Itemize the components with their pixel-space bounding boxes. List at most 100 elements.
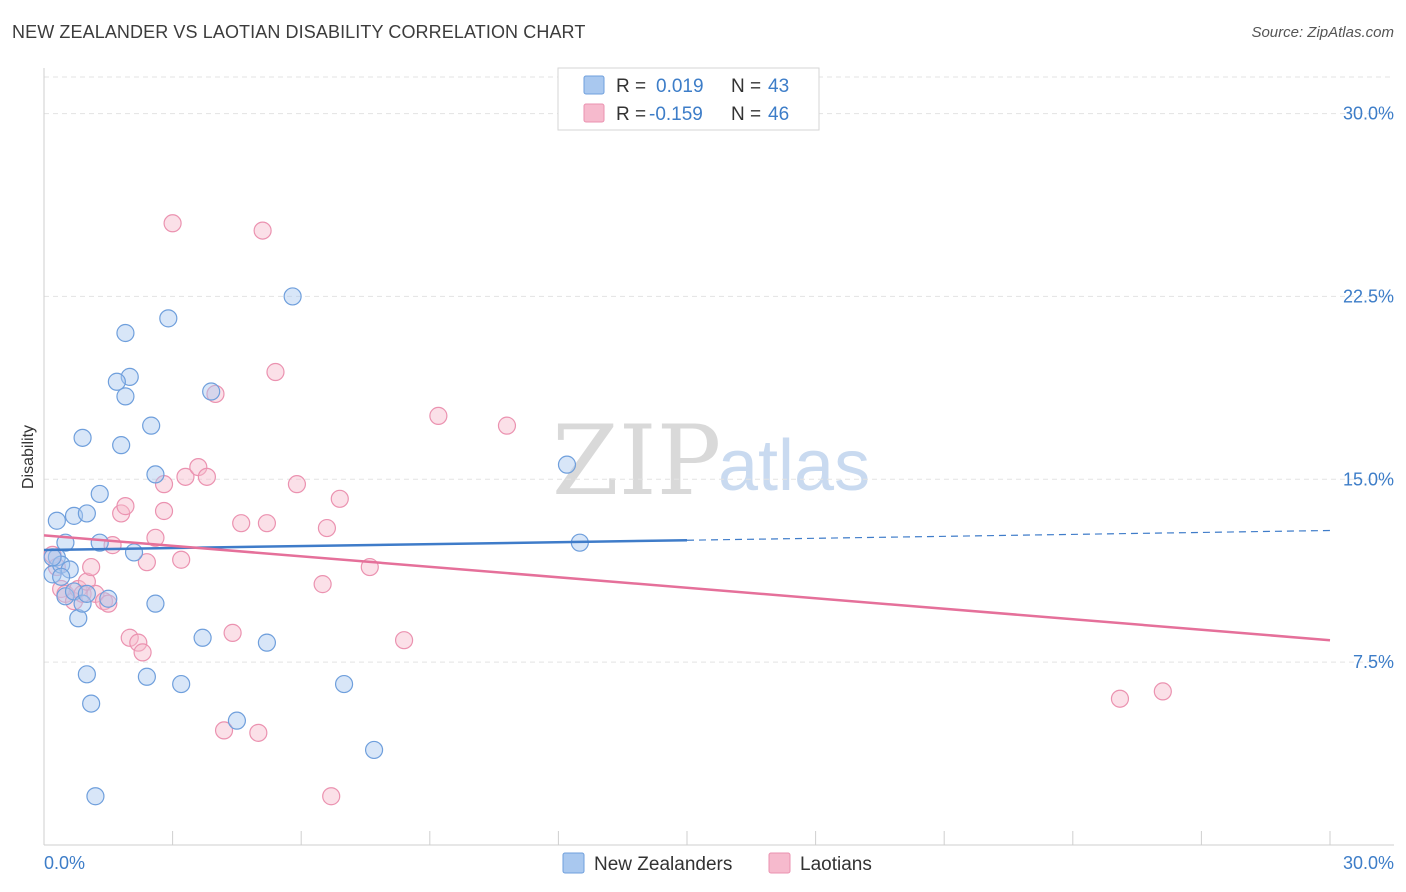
- new-zealanders-point-10: [86, 787, 105, 806]
- y-tick-label-0: 7.5%: [1353, 652, 1394, 672]
- laotians-point-16: [129, 633, 148, 652]
- axes: [43, 68, 1394, 846]
- new-zealanders-point-32: [283, 287, 302, 306]
- y-tick-labels: 7.5% 15.0% 22.5% 30.0%: [1343, 104, 1394, 673]
- new-zealanders-point-37: [47, 511, 66, 530]
- new-zealanders-point-21: [142, 416, 161, 435]
- stats-legend: R = 0.019 N = 43 R = -0.159 N = 46: [557, 67, 820, 131]
- new-zealanders-point-39: [99, 589, 118, 608]
- series-legend-label-blue: New Zealanders: [594, 854, 732, 875]
- laotians-point-11: [99, 594, 118, 613]
- legend-n-label-2: N =: [731, 104, 761, 125]
- laotians-point-45: [1153, 682, 1172, 701]
- new-zealanders-point-23: [202, 382, 221, 401]
- laotians-point-18: [137, 553, 156, 572]
- new-zealanders-point-24: [124, 543, 144, 562]
- new-zealanders-point-22: [159, 309, 178, 328]
- y-axis-title: Disability: [20, 425, 37, 489]
- laotians-point-42: [429, 406, 448, 425]
- new-zealanders-point-40: [43, 548, 62, 567]
- legend-r-label-2: R =: [616, 104, 646, 125]
- x-tick-label-min: 0.0%: [44, 853, 85, 873]
- new-zealanders-point-26: [146, 594, 165, 613]
- x-ticks: [43, 831, 1331, 845]
- new-zealanders-point-42: [52, 567, 71, 586]
- y-tick-label-1: 15.0%: [1343, 469, 1394, 489]
- new-zealanders-point-30: [227, 711, 246, 730]
- gridlines: [44, 76, 1394, 663]
- legend-r-label-1: R =: [616, 76, 646, 97]
- new-zealanders-point-34: [364, 740, 384, 760]
- laotians-point-33: [266, 362, 285, 382]
- laotians-point-31: [249, 723, 268, 742]
- laotians-point-29: [223, 623, 242, 642]
- watermark-zip: ZIP: [552, 405, 721, 517]
- laotians-point-26: [197, 467, 216, 486]
- laotians-point-22: [163, 214, 182, 233]
- laotians-point-20: [154, 501, 174, 521]
- laotians-point-35: [287, 475, 307, 494]
- legend-n-value-1: 43: [768, 76, 789, 97]
- new-zealanders-point-25: [146, 465, 165, 484]
- chart-title: NEW ZEALANDER VS LAOTIAN DISABILITY CORR…: [12, 22, 586, 42]
- laotians-point-37: [317, 518, 337, 538]
- watermark-atlas: atlas: [718, 426, 870, 506]
- new-zealanders-point-20: [116, 323, 135, 343]
- new-zealanders-point-31: [257, 633, 277, 652]
- source-label: Source: ZipAtlas.com: [1251, 24, 1394, 41]
- laotians-point-15: [120, 628, 139, 647]
- new-zealanders-trend-extension: [686, 529, 1331, 541]
- new-zealanders-point-6: [69, 609, 88, 628]
- laotians-point-23: [172, 550, 191, 569]
- new-zealanders-point-13: [77, 504, 96, 523]
- new-zealanders-point-41: [77, 584, 96, 603]
- laotians-point-14: [116, 497, 135, 516]
- new-zealanders-point-3: [56, 587, 75, 606]
- new-zealanders-point-35: [557, 455, 577, 474]
- new-zealanders-point-9: [82, 694, 101, 713]
- new-zealanders-point-18: [107, 372, 126, 391]
- new-zealanders-point-27: [137, 667, 156, 686]
- y-tick-label-3: 30.0%: [1343, 104, 1394, 124]
- new-zealanders-points: [43, 287, 589, 806]
- laotians-point-28: [214, 721, 234, 740]
- new-zealanders-point-15: [73, 428, 92, 447]
- laotians-point-41: [394, 631, 414, 650]
- new-zealanders-point-33: [334, 674, 354, 694]
- laotians-point-38: [330, 489, 349, 508]
- new-zealanders-point-29: [193, 628, 212, 647]
- x-tick-label-max: 30.0%: [1343, 853, 1394, 873]
- laotians-point-30: [232, 514, 251, 533]
- legend-swatch-blue: [583, 75, 605, 95]
- series-legend-label-pink: Laotians: [800, 854, 872, 875]
- y-tick-label-2: 22.5%: [1343, 286, 1394, 306]
- new-zealanders-point-7: [73, 594, 92, 613]
- legend-swatch-pink: [583, 103, 605, 123]
- new-zealanders-point-8: [77, 665, 96, 684]
- legend-r-value-1: 0.019: [656, 76, 704, 97]
- legend-r-value-2: -0.159: [649, 104, 703, 125]
- watermark: ZIP atlas: [552, 405, 870, 517]
- laotians-point-24: [176, 467, 195, 486]
- series-legend: New Zealanders Laotians: [562, 852, 872, 875]
- legend-n-label-1: N =: [731, 76, 761, 97]
- laotians-point-32: [257, 514, 277, 533]
- new-zealanders-trend-line: [43, 538, 688, 552]
- laotians-point-39: [322, 787, 341, 806]
- series-legend-swatch-blue: [562, 852, 585, 874]
- laotians-point-17: [133, 643, 152, 662]
- laotians-point-34: [253, 221, 272, 240]
- new-zealanders-point-16: [112, 436, 131, 455]
- laotians-point-44: [1110, 689, 1130, 708]
- laotians-point-19: [146, 528, 165, 547]
- new-zealanders-point-28: [172, 674, 191, 694]
- laotians-point-36: [313, 575, 332, 594]
- new-zealanders-point-19: [116, 387, 135, 406]
- new-zealanders-point-14: [90, 484, 109, 504]
- laotians-trend-line: [43, 534, 1331, 642]
- legend-n-value-2: 46: [768, 104, 789, 125]
- laotians-point-8: [82, 557, 101, 577]
- laotians-point-43: [497, 416, 517, 435]
- series-legend-swatch-pink: [768, 852, 791, 874]
